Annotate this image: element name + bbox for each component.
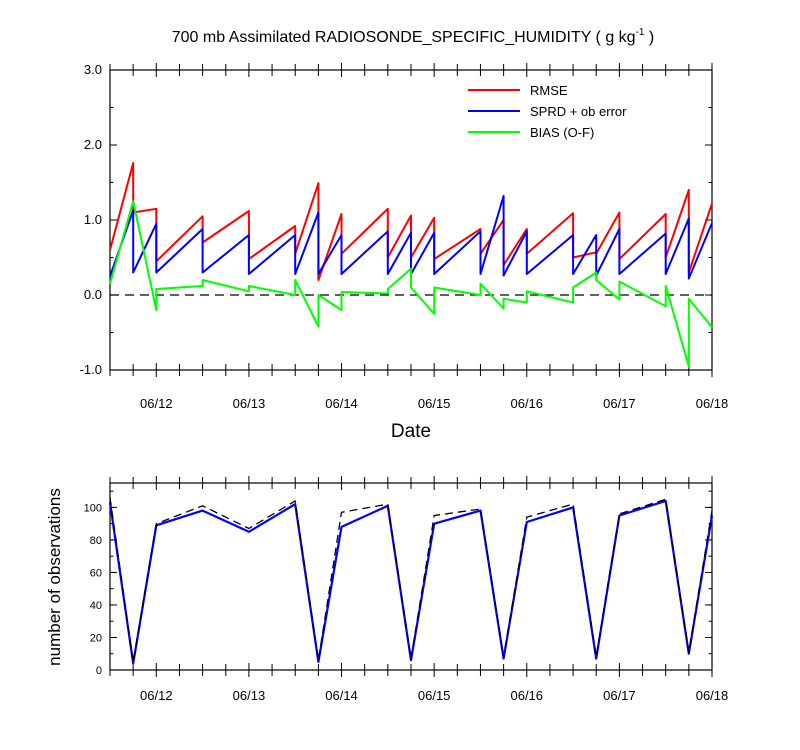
x-tick-label: 06/14	[325, 688, 358, 703]
y-tick-label: 3.0	[84, 62, 102, 77]
x-tick-label: 06/14	[325, 396, 358, 411]
top-series-0	[109, 162, 713, 281]
x-tick-label: 06/13	[233, 688, 266, 703]
legend-label-2: BIAS (O-F)	[530, 125, 594, 140]
bottom-x-axis: 06/12 06/13 06/14 06/15 06/16 06/17 06/18	[109, 476, 729, 703]
x-tick-label: 06/18	[696, 688, 729, 703]
y-axis-label-observations: number of observations	[45, 488, 64, 666]
top-series-1	[109, 195, 713, 280]
y-tick-label: 2.0	[84, 137, 102, 152]
chart-title: 700 mb Assimilated RADIOSONDE_SPECIFIC_H…	[172, 27, 655, 46]
y-tick-label: -1.0	[80, 362, 102, 377]
x-tick-label: 06/12	[140, 688, 173, 703]
x-tick-label: 06/13	[233, 396, 266, 411]
y-tick-label: 20	[90, 632, 102, 644]
x-tick-label: 06/15	[418, 396, 451, 411]
top-series-2	[109, 200, 713, 368]
top-series-group	[109, 162, 713, 368]
bottom-series-0	[108, 499, 714, 665]
legend: RMSE SPRD + ob error BIAS (O-F)	[468, 83, 627, 140]
x-tick-label: 06/12	[140, 396, 173, 411]
y-tick-label: 60	[90, 567, 102, 579]
x-tick-label: 06/17	[603, 396, 636, 411]
x-tick-label: 06/16	[510, 396, 543, 411]
bottom-series-1	[109, 497, 713, 663]
y-tick-label: 0.0	[84, 287, 102, 302]
bottom-series-group	[108, 497, 714, 665]
x-tick-label: 06/18	[696, 396, 729, 411]
top-plot-area: -1.00.01.02.03.0 06/12 06/13 06/14 06/15 06/…	[80, 62, 729, 411]
x-tick-label: 06/16	[510, 688, 543, 703]
y-tick-label: 80	[90, 535, 102, 547]
x-axis-label: Date	[391, 421, 431, 442]
bottom-y-axis: 0 20 40 60 80 100	[84, 490, 712, 677]
legend-label-1: SPRD + ob error	[530, 104, 627, 119]
y-tick-label: 100	[84, 502, 102, 514]
x-tick-label: 06/17	[603, 688, 636, 703]
x-tick-label: 06/15	[418, 688, 451, 703]
y-tick-label: 0	[96, 665, 102, 677]
y-tick-label: 1.0	[84, 212, 102, 227]
legend-label-0: RMSE	[530, 83, 568, 98]
y-tick-label: 40	[90, 600, 102, 612]
top-x-axis: 06/12 06/13 06/14 06/15 06/16 06/17 06/18	[109, 63, 729, 411]
